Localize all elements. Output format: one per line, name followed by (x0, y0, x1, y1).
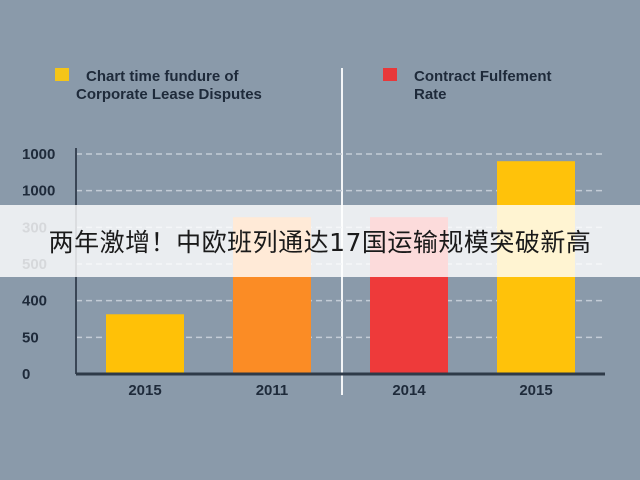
x-category-label: 2015 (128, 382, 161, 399)
legend-label-0-line-0: Chart time fundure of (86, 68, 240, 85)
x-category-label: 2014 (392, 382, 426, 399)
legend-swatch-1 (383, 68, 397, 81)
x-axis-labels: 2015 2011 2014 2015 (128, 382, 552, 399)
legend-swatch-0 (55, 68, 69, 81)
legend-label-1-line-1: Rate (414, 86, 447, 103)
bar-0 (106, 314, 184, 374)
y-tick-label: 400 (22, 293, 47, 310)
x-category-label: 2015 (519, 382, 552, 399)
legend-label-1-line-0: Contract Fulfement (414, 68, 552, 85)
x-category-label: 2011 (256, 382, 289, 399)
headline-text: 两年激增！中欧班列通达17国运输规模突破新高 (48, 228, 592, 257)
headline-banner: 两年激增！中欧班列通达17国运输规模突破新高 (0, 205, 640, 277)
y-tick-label: 50 (22, 329, 39, 346)
y-tick-label: 1000 (22, 146, 55, 163)
legend-label-0-line-1: Corporate Lease Disputes (76, 86, 262, 103)
y-tick-label: 0 (22, 366, 30, 383)
y-tick-label: 1000 (22, 183, 55, 200)
